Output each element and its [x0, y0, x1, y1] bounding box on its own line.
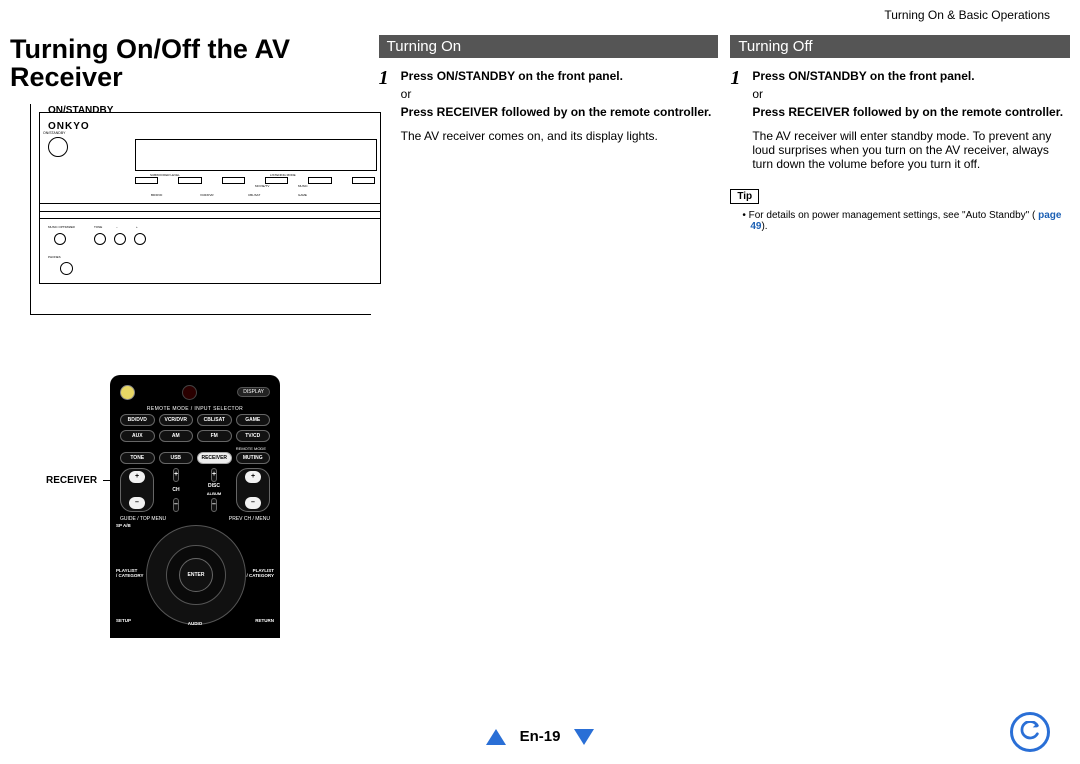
page-number: En-19 [520, 728, 561, 745]
on-standby-tiny-label: ON/STANDBY [43, 131, 66, 135]
step-number: 1 [730, 68, 744, 121]
step-text: Press RECEIVER followed by on the remote… [401, 104, 712, 120]
step-text: ON/STANDBY on the front panel. [437, 69, 623, 83]
step-description: The AV receiver will enter standby mode.… [752, 129, 1070, 171]
next-page-icon[interactable] [574, 729, 594, 745]
receiver-key: RECEIVER [197, 452, 232, 464]
back-icon[interactable] [1010, 712, 1050, 752]
section-heading-turning-on: Turning On [379, 35, 719, 58]
enter-key: ENTER [179, 558, 213, 592]
on-standby-button-icon [48, 137, 68, 157]
display-key: DISPLAY [237, 387, 270, 397]
power-icon [182, 385, 197, 400]
remote-illustration: DISPLAY REMOTE MODE / INPUT SELECTOR BD/… [110, 375, 280, 638]
vol-rocker: +– [120, 468, 154, 512]
prev-page-icon[interactable] [486, 729, 506, 745]
input-strip [40, 203, 380, 219]
section-heading-turning-off: Turning Off [730, 35, 1070, 58]
step-text: Press [401, 69, 437, 83]
front-panel-illustration: ONKYO ON/STANDBY SUBWOOFER LEVEL LISTENI… [30, 104, 371, 315]
step-text: Press [752, 69, 788, 83]
tip-item: For details on power management settings… [742, 210, 1070, 232]
remote-mode-label: REMOTE MODE / INPUT SELECTOR [120, 406, 270, 412]
step-or: or [752, 86, 1063, 102]
step-text: Press RECEIVER followed by on the remote… [752, 104, 1063, 120]
page-title: Turning On/Off the AV Receiver [10, 35, 367, 92]
callout-receiver: RECEIVER [46, 475, 97, 486]
display-window [135, 139, 377, 171]
breadcrumb: Turning On & Basic Operations [884, 8, 1050, 22]
power-icon [120, 385, 135, 400]
step-or: or [401, 86, 712, 102]
column-illustrations: Turning On/Off the AV Receiver ON/STANDB… [10, 35, 367, 638]
step-text: ON/STANDBY on the front panel. [788, 69, 974, 83]
vol-rocker: +– [236, 468, 270, 512]
tip-label: Tip [730, 189, 759, 204]
step-description: The AV receiver comes on, and its displa… [401, 129, 719, 143]
